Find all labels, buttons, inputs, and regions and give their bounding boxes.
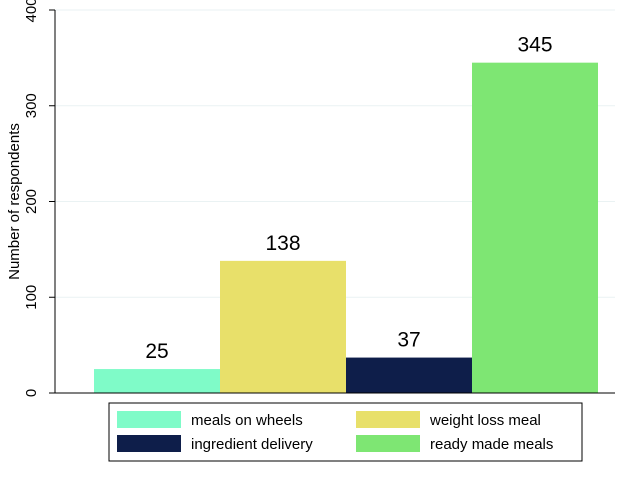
legend-label: ingredient delivery xyxy=(191,436,313,453)
legend-swatch xyxy=(117,411,181,428)
bar-value-label: 37 xyxy=(397,329,420,352)
y-axis-title: Number of respondents xyxy=(6,123,23,280)
bar-value-label: 25 xyxy=(145,340,168,363)
legend-swatch xyxy=(356,411,420,428)
y-axis-ticks: 0 100 200 300 400 xyxy=(23,0,55,397)
bar-value-label: 138 xyxy=(265,232,300,255)
y-tick-label: 400 xyxy=(23,0,40,23)
y-tick-label: 100 xyxy=(23,285,40,310)
bar-value-labels: 25 138 37 345 xyxy=(145,34,552,363)
bar-meals-on-wheels xyxy=(94,369,220,393)
legend-swatch xyxy=(356,435,420,452)
bars xyxy=(94,62,598,393)
bar-ready-made-meals xyxy=(472,62,598,393)
legend-label: weight loss meal xyxy=(429,412,541,429)
legend-frame xyxy=(108,402,583,462)
legend-label: ready made meals xyxy=(430,436,553,453)
legend: meals on wheels weight loss meal ingredien… xyxy=(108,402,583,462)
y-tick-label: 200 xyxy=(23,189,40,214)
legend-swatch xyxy=(117,435,181,452)
bar-value-label: 345 xyxy=(517,34,552,57)
bar-weight-loss-meal xyxy=(220,260,346,393)
legend-label: meals on wheels xyxy=(191,412,303,429)
bar-ingredient-delivery xyxy=(346,357,472,393)
y-tick-label: 300 xyxy=(23,93,40,118)
y-tick-label: 0 xyxy=(23,389,40,397)
